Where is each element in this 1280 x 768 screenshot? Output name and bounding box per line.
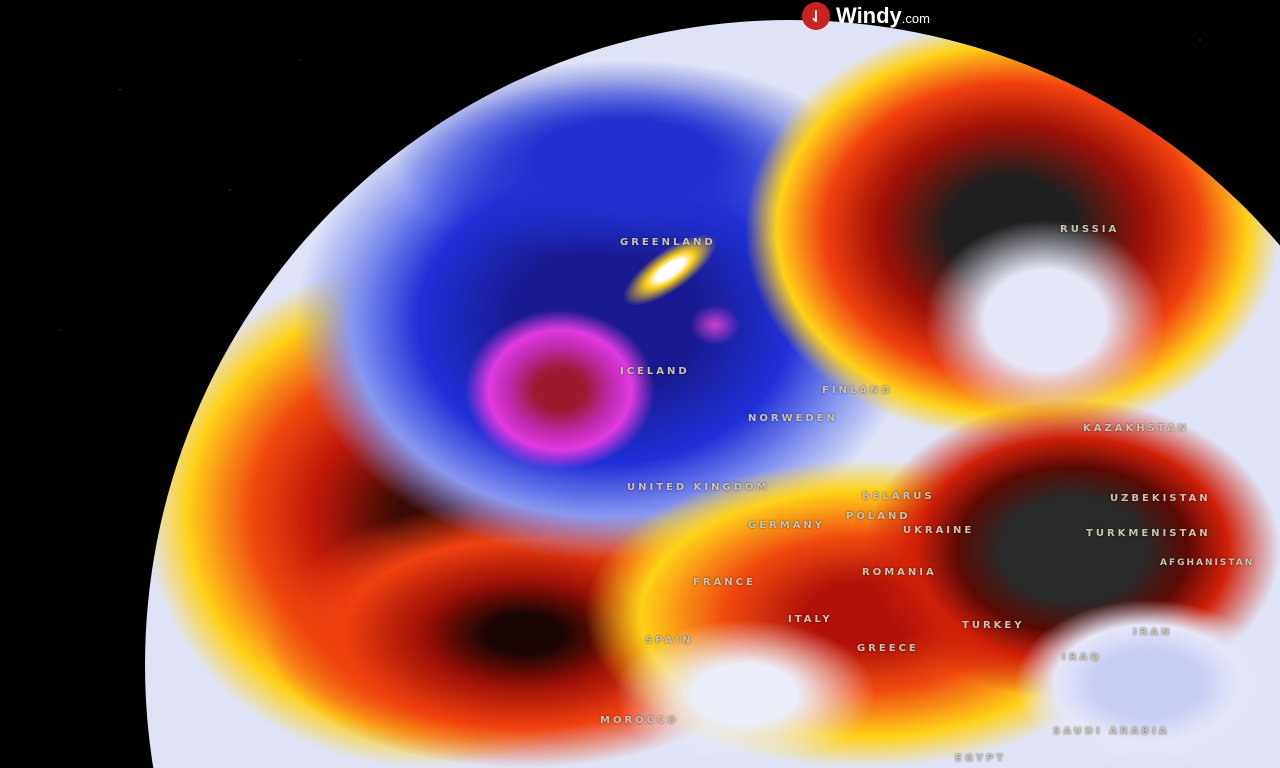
label-italy: ITALY: [788, 614, 833, 625]
cold-vortex-iceland: [465, 310, 655, 470]
brand-suffix: .com: [901, 11, 930, 26]
label-morocco: MOROCCO: [600, 715, 679, 726]
weather-globe[interactable]: [145, 20, 1280, 768]
label-belarus: BELARUS: [862, 491, 935, 502]
label-kazakhstan: KAZAKHSTAN: [1083, 423, 1189, 434]
label-turkmenistan: TURKMENISTAN: [1086, 528, 1211, 539]
label-iran: IRAN: [1133, 627, 1173, 638]
logo-text: Windy.com: [836, 3, 930, 29]
label-germany: GERMANY: [748, 520, 826, 531]
windy-logo[interactable]: ⇃ Windy.com: [802, 2, 930, 30]
label-turkey: TURKEY: [962, 620, 1025, 631]
label-finland: FINLAND: [822, 385, 893, 396]
label-egypt: EGYPT: [955, 753, 1007, 764]
label-romania: ROMANIA: [862, 567, 937, 578]
label-united-kingdom: UNITED KINGDOM: [627, 482, 770, 493]
label-poland: POLAND: [846, 511, 911, 522]
label-russia: RUSSIA: [1060, 224, 1120, 235]
label-norway-sweden: NORWEDEN: [748, 413, 838, 424]
label-afghanistan: AFGHANISTAN: [1160, 558, 1255, 568]
neutral-russia: [925, 220, 1165, 420]
label-greenland: GREENLAND: [620, 237, 716, 248]
cold-vortex-small: [690, 305, 740, 345]
label-iceland: ICELAND: [620, 366, 690, 377]
neutral-arabia: [1015, 600, 1280, 768]
label-iraq: IRAQ: [1062, 652, 1102, 663]
label-ukraine: UKRAINE: [903, 525, 975, 536]
label-uzbekistan: UZBEKISTAN: [1110, 493, 1211, 504]
neutral-mediterranean: [615, 620, 875, 768]
label-france: FRANCE: [693, 577, 756, 588]
label-saudi-arabia: SAUDI ARABIA: [1053, 726, 1170, 737]
label-greece: GREECE: [857, 643, 919, 654]
windy-logo-icon: ⇃: [802, 2, 830, 30]
brand-name: Windy: [836, 3, 902, 28]
label-spain: SPAIN: [645, 635, 694, 646]
